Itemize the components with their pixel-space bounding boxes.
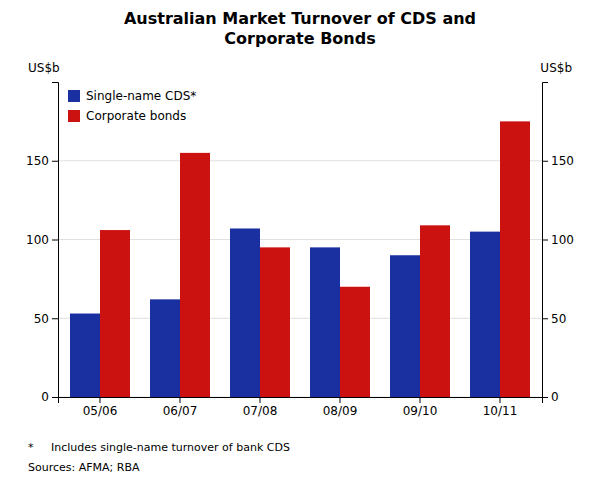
legend-swatch xyxy=(68,110,80,122)
tick: 07/08 xyxy=(243,397,278,418)
bar xyxy=(310,247,340,397)
title-line: Corporate Bonds xyxy=(224,29,375,48)
tick-label: 0 xyxy=(551,390,559,404)
tick-label: 07/08 xyxy=(243,404,278,418)
tick: 50 xyxy=(34,312,58,326)
bar xyxy=(390,255,420,397)
legend: Single-name CDS* Corporate bonds xyxy=(68,89,196,123)
tick-mark xyxy=(500,397,501,403)
bar xyxy=(180,153,210,397)
tick-label: 50 xyxy=(34,312,49,326)
bar xyxy=(470,232,500,397)
tick: 100 xyxy=(26,233,58,247)
footnote: * Includes single-name turnover of bank … xyxy=(28,441,290,454)
legend-label: Single-name CDS* xyxy=(86,89,196,103)
tick: 08/09 xyxy=(323,397,358,418)
tick-label: 100 xyxy=(26,233,49,247)
tick-mark xyxy=(52,240,58,241)
bar xyxy=(100,230,130,397)
tick: 100 xyxy=(542,233,574,247)
bars xyxy=(70,121,530,397)
tick: 150 xyxy=(542,154,574,168)
tick: 50 xyxy=(542,312,566,326)
tick-label: 08/09 xyxy=(323,404,358,418)
tick: 10/11 xyxy=(483,397,518,418)
tick-label: 100 xyxy=(551,233,574,247)
tick-mark xyxy=(100,397,101,403)
tick-mark xyxy=(340,397,341,403)
axis-label: US$b xyxy=(540,61,572,75)
axis-line xyxy=(52,83,59,398)
axis-line xyxy=(59,398,543,404)
tick-label: 06/07 xyxy=(163,404,198,418)
bar xyxy=(260,247,290,397)
grid xyxy=(58,161,542,397)
grid-line xyxy=(58,160,542,161)
axis-line xyxy=(543,83,549,398)
tick: 05/06 xyxy=(83,397,118,418)
tick: 0 xyxy=(41,390,58,404)
bar xyxy=(70,314,100,397)
footnote: Sources: AFMA; RBA xyxy=(28,461,140,474)
bar xyxy=(340,287,370,397)
tick-mark xyxy=(542,318,548,319)
grid-line xyxy=(58,318,542,319)
tick-mark xyxy=(180,397,181,403)
bar xyxy=(420,225,450,397)
legend-item: Single-name CDS* xyxy=(68,89,196,103)
tick-mark xyxy=(52,397,58,398)
legend-item: Corporate bonds xyxy=(68,109,186,123)
tick-label: 0 xyxy=(41,390,49,404)
tick-mark xyxy=(52,161,58,162)
tick: 150 xyxy=(26,154,58,168)
tick-label: 150 xyxy=(26,154,49,168)
x-axis: 05/06 06/07 07/08 08/09 09/10 10/11 xyxy=(59,397,543,418)
legend-label: Corporate bonds xyxy=(86,109,186,123)
tick-mark xyxy=(52,318,58,319)
tick-mark xyxy=(542,161,548,162)
y2-axis: 0 50 100 150 xyxy=(542,83,574,405)
tick-mark xyxy=(542,240,548,241)
tick-label: 09/10 xyxy=(403,404,438,418)
bar xyxy=(230,228,260,397)
tick: 09/10 xyxy=(403,397,438,418)
y-axis: 0 50 100 150 xyxy=(26,83,58,405)
bar xyxy=(500,121,530,397)
tick: 06/07 xyxy=(163,397,198,418)
grid-line xyxy=(58,239,542,240)
bar xyxy=(150,299,180,397)
chart: 05/0606/0707/0808/0909/1010/110501001500… xyxy=(0,0,600,497)
title-line: Australian Market Turnover of CDS and xyxy=(124,9,476,28)
axis-label: US$b xyxy=(28,61,60,75)
tick-mark xyxy=(542,397,548,398)
tick-label: 05/06 xyxy=(83,404,118,418)
plot: 05/0606/0707/0808/0909/1010/110501001500… xyxy=(26,83,574,418)
tick-label: 50 xyxy=(551,312,566,326)
tick-mark xyxy=(260,397,261,403)
tick-label: 10/11 xyxy=(483,404,518,418)
tick-mark xyxy=(420,397,421,403)
legend-swatch xyxy=(68,90,80,102)
series xyxy=(100,121,530,397)
title: Australian Market Turnover of CDS andCor… xyxy=(124,9,476,48)
tick: 0 xyxy=(542,390,559,404)
tick-label: 150 xyxy=(551,154,574,168)
